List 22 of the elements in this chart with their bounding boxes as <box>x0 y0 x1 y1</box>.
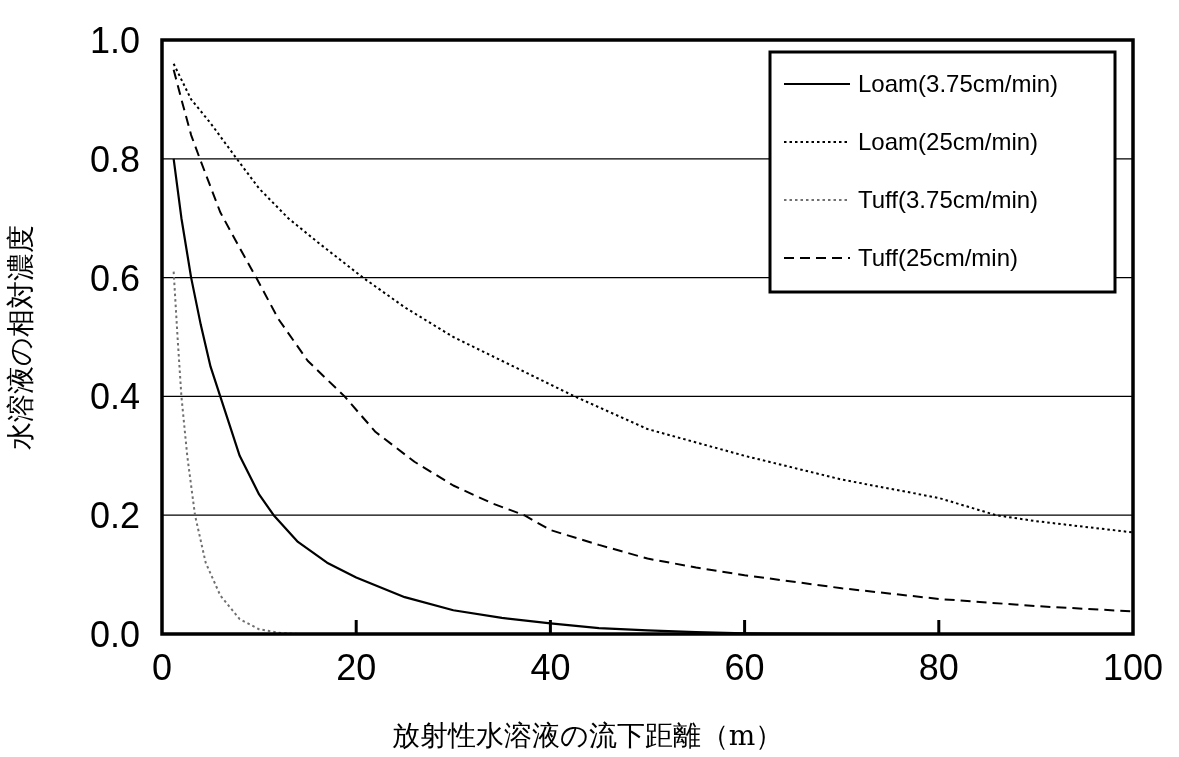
x-tick-label: 0 <box>151 647 173 688</box>
y-tick-label: 0.4 <box>89 376 140 418</box>
x-tick-label: 40 <box>530 647 571 688</box>
legend-label: Loam(3.75cm/min) <box>858 70 1059 97</box>
y-tick-label: 0.2 <box>89 495 140 537</box>
legend-item: Loam(25cm/min) <box>783 128 1039 155</box>
y-tick-label: 1.0 <box>89 20 140 61</box>
y-axis-title: 水溶液の相対濃度 <box>4 224 37 450</box>
y-tick-label: 0.6 <box>89 257 140 299</box>
legend-item: Tuff(25cm/min) <box>783 244 1019 271</box>
x-tick-label: 80 <box>918 647 959 688</box>
x-tick-label: 20 <box>336 647 377 688</box>
legend-item: Tuff(3.75cm/min) <box>783 186 1039 213</box>
x-tick-label: 100 <box>1102 647 1164 688</box>
legend-label: Tuff(3.75cm/min) <box>858 186 1039 213</box>
x-axis-title: 放射性水溶液の流下距離（m） <box>391 719 784 752</box>
y-tick-label: 0.0 <box>89 614 140 655</box>
legend-label: Loam(25cm/min) <box>858 128 1039 155</box>
legend-label: Tuff(25cm/min) <box>858 244 1019 271</box>
x-tick-label: 60 <box>724 647 765 688</box>
y-tick-label: 0.8 <box>89 138 140 180</box>
legend-item: Loam(3.75cm/min) <box>783 70 1059 97</box>
